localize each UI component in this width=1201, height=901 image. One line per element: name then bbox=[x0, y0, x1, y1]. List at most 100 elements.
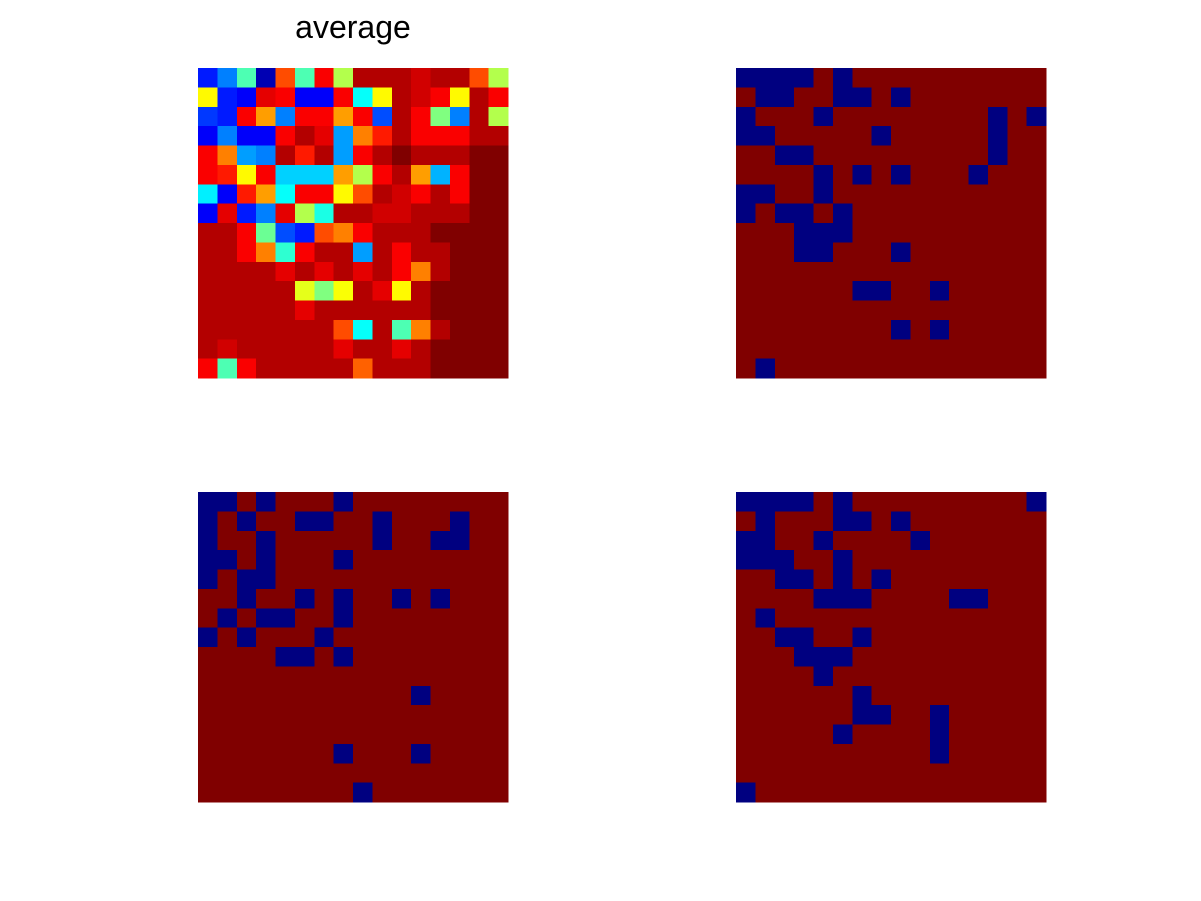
heatmap-cell bbox=[968, 164, 989, 185]
heatmap-cell bbox=[217, 492, 238, 512]
heatmap-cell bbox=[852, 588, 873, 609]
heatmap-cell bbox=[736, 724, 756, 745]
heatmap-cell bbox=[755, 530, 776, 551]
heatmap-cell bbox=[949, 242, 970, 263]
heatmap-cell bbox=[469, 492, 490, 512]
heatmap-cell bbox=[488, 358, 509, 379]
heatmap-cell bbox=[755, 685, 776, 706]
heatmap-cell bbox=[1026, 281, 1047, 302]
heatmap-cell bbox=[794, 87, 815, 108]
heatmap-cell bbox=[353, 164, 373, 185]
heatmap-cell bbox=[1007, 530, 1028, 551]
heatmap-cell bbox=[852, 87, 873, 108]
heatmap-cell bbox=[1007, 724, 1028, 745]
heatmap-cell bbox=[411, 666, 432, 687]
heatmap-cell bbox=[813, 184, 834, 205]
heatmap-cell bbox=[372, 608, 393, 629]
heatmap-cell bbox=[1007, 203, 1028, 224]
heatmap-cell bbox=[736, 319, 756, 340]
heatmap-cell bbox=[774, 203, 795, 224]
heatmap-cell bbox=[314, 126, 335, 147]
heatmap-cell bbox=[314, 763, 335, 784]
heatmap-cell bbox=[1026, 627, 1047, 648]
heatmap-cell bbox=[755, 588, 776, 609]
heatmap-cell bbox=[1007, 87, 1028, 108]
heatmap-cell bbox=[411, 782, 432, 803]
heatmap-cell bbox=[333, 666, 354, 687]
heatmap-cell bbox=[236, 164, 257, 185]
heatmap-cell bbox=[391, 647, 412, 667]
heatmap-cell bbox=[1026, 339, 1047, 360]
heatmap-cell bbox=[198, 492, 218, 512]
heatmap-cell bbox=[910, 145, 931, 166]
heatmap-cell bbox=[1007, 743, 1028, 764]
heatmap-cell bbox=[929, 339, 950, 360]
heatmap-cell bbox=[294, 666, 315, 687]
heatmap-cell bbox=[794, 319, 815, 340]
heatmap-cell bbox=[832, 685, 853, 706]
heatmap-cell bbox=[469, 223, 490, 243]
heatmap-cell bbox=[891, 203, 911, 224]
heatmap-cell bbox=[891, 763, 911, 784]
heatmap-cell bbox=[372, 339, 393, 360]
heatmap-cell bbox=[1026, 782, 1047, 803]
heatmap-cell bbox=[411, 164, 432, 185]
heatmap-cell bbox=[469, 358, 490, 379]
heatmap-cell bbox=[929, 87, 950, 108]
heatmap-cell bbox=[774, 358, 795, 379]
heatmap-cell bbox=[987, 203, 1008, 224]
heatmap-cell bbox=[813, 724, 834, 745]
heatmap-cell bbox=[755, 608, 776, 629]
heatmap-cell bbox=[794, 685, 815, 706]
heatmap-cell bbox=[968, 724, 989, 745]
heatmap-cell bbox=[198, 666, 218, 687]
heatmap-cell bbox=[198, 242, 218, 263]
heatmap-cell bbox=[256, 300, 277, 321]
heatmap-cell bbox=[736, 666, 756, 687]
heatmap-cell bbox=[353, 569, 373, 590]
heatmap-cell bbox=[871, 281, 892, 302]
heatmap-cell bbox=[488, 68, 509, 88]
heatmap-cell bbox=[910, 724, 931, 745]
heatmap-cell bbox=[275, 223, 296, 243]
heatmap-cell bbox=[372, 569, 393, 590]
heatmap-cell bbox=[469, 743, 490, 764]
heatmap-cell bbox=[198, 705, 218, 726]
heatmap-cell bbox=[1007, 705, 1028, 726]
heatmap-cell bbox=[469, 666, 490, 687]
heatmap-cell bbox=[256, 743, 277, 764]
heatmap-cell bbox=[391, 705, 412, 726]
heatmap-cell bbox=[294, 743, 315, 764]
heatmap-cell bbox=[832, 319, 853, 340]
heatmap-cell bbox=[813, 550, 834, 571]
heatmap-cell bbox=[871, 608, 892, 629]
heatmap-cell bbox=[236, 87, 257, 108]
heatmap-cell bbox=[987, 511, 1008, 532]
heatmap-cell bbox=[314, 724, 335, 745]
heatmap-cell bbox=[794, 705, 815, 726]
heatmap-cell bbox=[891, 743, 911, 764]
heatmap-cell bbox=[852, 627, 873, 648]
heatmap-cell bbox=[391, 145, 412, 166]
heatmap-cell bbox=[736, 126, 756, 147]
heatmap-cell bbox=[891, 608, 911, 629]
heatmap-cell bbox=[391, 530, 412, 551]
heatmap-cell bbox=[430, 126, 451, 147]
heatmap-cell bbox=[987, 242, 1008, 263]
heatmap-cell bbox=[333, 647, 354, 667]
heatmap-cell bbox=[256, 261, 277, 282]
heatmap-cell bbox=[294, 588, 315, 609]
heatmap-cell bbox=[430, 511, 451, 532]
heatmap-cell bbox=[411, 242, 432, 263]
heatmap-cell bbox=[353, 184, 373, 205]
heatmap-cell bbox=[832, 608, 853, 629]
heatmap-cell bbox=[871, 261, 892, 282]
heatmap-cell bbox=[488, 261, 509, 282]
heatmap-cell bbox=[832, 724, 853, 745]
heatmap-cell bbox=[217, 261, 238, 282]
heatmap-cell bbox=[1026, 106, 1047, 127]
heatmap-cell bbox=[391, 300, 412, 321]
heatmap-cell bbox=[314, 242, 335, 263]
heatmap-cell bbox=[294, 339, 315, 360]
heatmap-cell bbox=[430, 242, 451, 263]
